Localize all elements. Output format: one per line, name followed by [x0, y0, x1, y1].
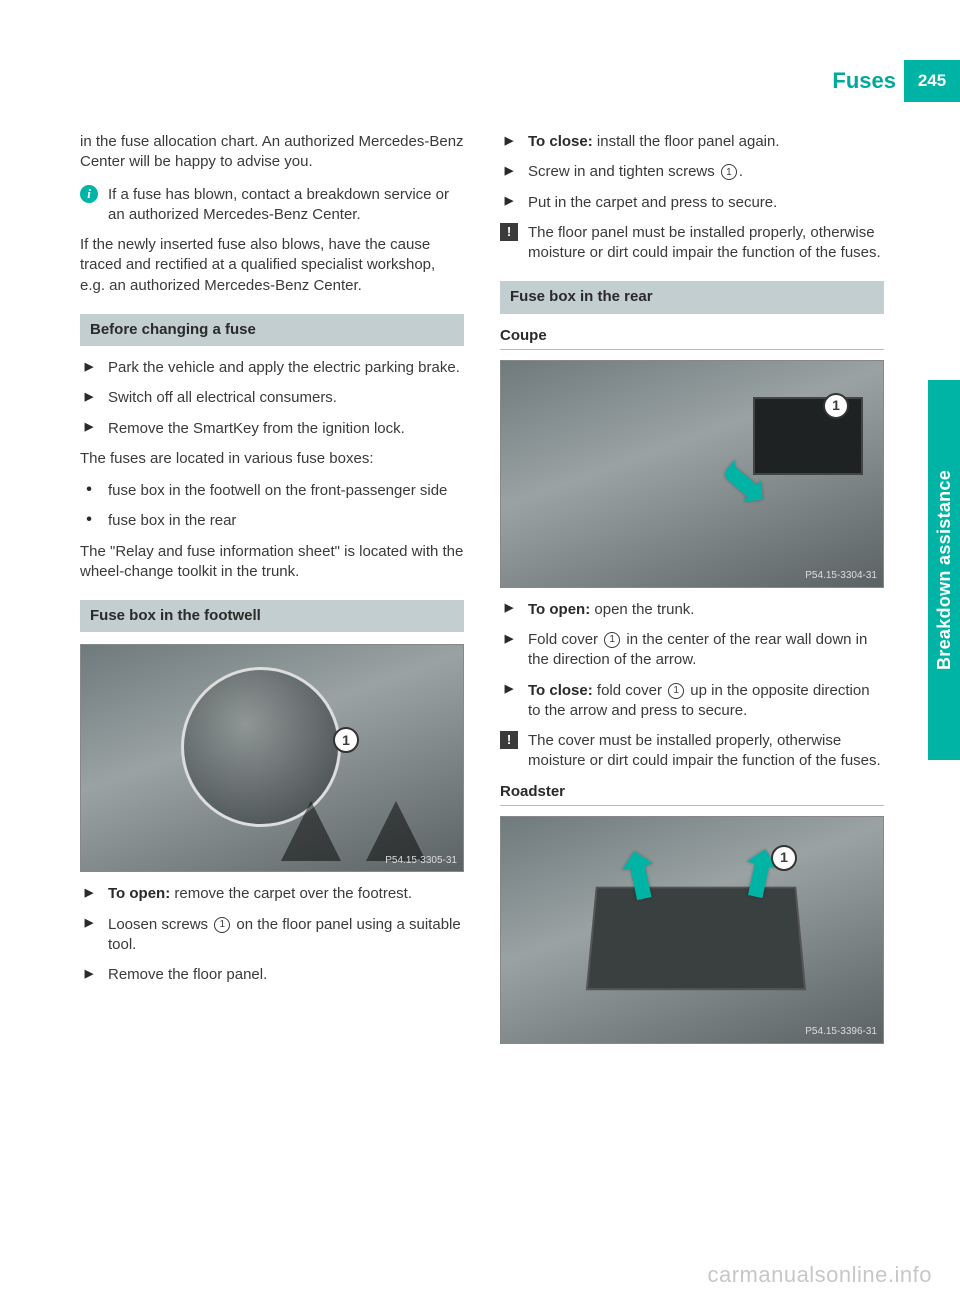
figure-footwell: 1 P54.15-3305-31: [80, 644, 464, 872]
step-arrow-icon: ▶: [80, 915, 98, 933]
page: Fuses 245 Breakdown assistance in the fu…: [0, 0, 960, 1302]
figure-caption: P54.15-3396-31: [805, 1025, 877, 1039]
figure-indicator: [366, 801, 426, 861]
step-arrow-icon: ▶: [500, 132, 518, 150]
caution-text: The cover must be installed properly, ot…: [528, 731, 884, 772]
step-text: To open: remove the carpet over the foot…: [108, 884, 464, 904]
after-info-paragraph: If the newly inserted fuse also blows, h…: [80, 235, 464, 296]
step-item: ▶ Remove the floor panel.: [80, 965, 464, 985]
ref-marker: 1: [604, 632, 620, 648]
caution-text: The floor panel must be installed proper…: [528, 223, 884, 264]
relay-note-paragraph: The "Relay and fuse information sheet" i…: [80, 542, 464, 583]
section-footwell: Fuse box in the footwell: [80, 600, 464, 632]
header-bar: Fuses 245: [512, 60, 960, 102]
section-rear: Fuse box in the rear: [500, 281, 884, 313]
bullet-item: • fuse box in the rear: [80, 511, 464, 531]
step-arrow-icon: ▶: [80, 884, 98, 902]
figure-caption: P54.15-3304-31: [805, 569, 877, 583]
side-tab: Breakdown assistance: [928, 380, 960, 760]
step-text: Screw in and tighten screws 1.: [528, 162, 884, 182]
header-section-title: Fuses: [512, 60, 904, 102]
figure-caption: P54.15-3305-31: [385, 854, 457, 868]
step-text: Fold cover 1 in the center of the rear w…: [528, 630, 884, 671]
left-column: in the fuse allocation chart. An authori…: [80, 132, 464, 1056]
info-note: i If a fuse has blown, contact a breakdo…: [80, 185, 464, 226]
step-arrow-icon: ▶: [80, 419, 98, 437]
bullet-icon: •: [80, 511, 98, 529]
step-arrow-icon: ▶: [80, 965, 98, 983]
step-arrow-icon: ▶: [500, 600, 518, 618]
step-arrow-icon: ▶: [500, 162, 518, 180]
caution-note: ! The floor panel must be installed prop…: [500, 223, 884, 264]
caution-note: ! The cover must be installed properly, …: [500, 731, 884, 772]
step-text: To close: fold cover 1 up in the opposit…: [528, 681, 884, 722]
ref-marker: 1: [721, 164, 737, 180]
step-text: To close: install the floor panel again.: [528, 132, 884, 152]
bullet-text: fuse box in the footwell on the front-pa…: [108, 481, 464, 501]
step-item: ▶ Put in the carpet and press to secure.: [500, 193, 884, 213]
step-item: ▶ Loosen screws 1 on the floor panel usi…: [80, 915, 464, 956]
figure-roadster: ⬆ ⬆ 1 P54.15-3396-31: [500, 816, 884, 1044]
step-text: Park the vehicle and apply the electric …: [108, 358, 464, 378]
step-item: ▶ Screw in and tighten screws 1.: [500, 162, 884, 182]
watermark: carmanualsonline.info: [707, 1260, 932, 1290]
figure-callout: 1: [823, 393, 849, 419]
step-arrow-icon: ▶: [500, 630, 518, 648]
info-icon: i: [80, 185, 98, 203]
step-item: ▶ Remove the SmartKey from the ignition …: [80, 419, 464, 439]
step-item: ▶ Park the vehicle and apply the electri…: [80, 358, 464, 378]
figure-callout: 1: [771, 845, 797, 871]
step-text: To open: open the trunk.: [528, 600, 884, 620]
bullet-item: • fuse box in the footwell on the front-…: [80, 481, 464, 501]
step-arrow-icon: ▶: [500, 193, 518, 211]
step-text: Loosen screws 1 on the floor panel using…: [108, 915, 464, 956]
fuses-located-paragraph: The fuses are located in various fuse bo…: [80, 449, 464, 469]
step-item: ▶ To close: fold cover 1 up in the oppos…: [500, 681, 884, 722]
step-item: ▶ To open: remove the carpet over the fo…: [80, 884, 464, 904]
figure-coupe: ➥ 1 P54.15-3304-31: [500, 360, 884, 588]
info-text: If a fuse has blown, contact a breakdown…: [108, 185, 464, 226]
bullet-text: fuse box in the rear: [108, 511, 464, 531]
caution-icon: !: [500, 223, 518, 241]
step-text: Remove the floor panel.: [108, 965, 464, 985]
bullet-icon: •: [80, 481, 98, 499]
right-column: ▶ To close: install the floor panel agai…: [500, 132, 884, 1056]
intro-paragraph: in the fuse allocation chart. An authori…: [80, 132, 464, 173]
step-item: ▶ To open: open the trunk.: [500, 600, 884, 620]
step-arrow-icon: ▶: [80, 358, 98, 376]
step-arrow-icon: ▶: [500, 681, 518, 699]
step-arrow-icon: ▶: [80, 388, 98, 406]
content-columns: in the fuse allocation chart. An authori…: [80, 132, 884, 1056]
section-before-changing: Before changing a fuse: [80, 314, 464, 346]
step-item: ▶ To close: install the floor panel agai…: [500, 132, 884, 152]
caution-icon: !: [500, 731, 518, 749]
ref-marker: 1: [668, 683, 684, 699]
step-text: Switch off all electrical consumers.: [108, 388, 464, 408]
subhead-coupe: Coupe: [500, 326, 884, 350]
subhead-roadster: Roadster: [500, 782, 884, 806]
step-text: Put in the carpet and press to secure.: [528, 193, 884, 213]
step-item: ▶ Fold cover 1 in the center of the rear…: [500, 630, 884, 671]
step-item: ▶ Switch off all electrical consumers.: [80, 388, 464, 408]
figure-callout: 1: [333, 727, 359, 753]
page-number: 245: [904, 60, 960, 102]
step-text: Remove the SmartKey from the ignition lo…: [108, 419, 464, 439]
ref-marker: 1: [214, 917, 230, 933]
figure-indicator: [281, 801, 341, 861]
